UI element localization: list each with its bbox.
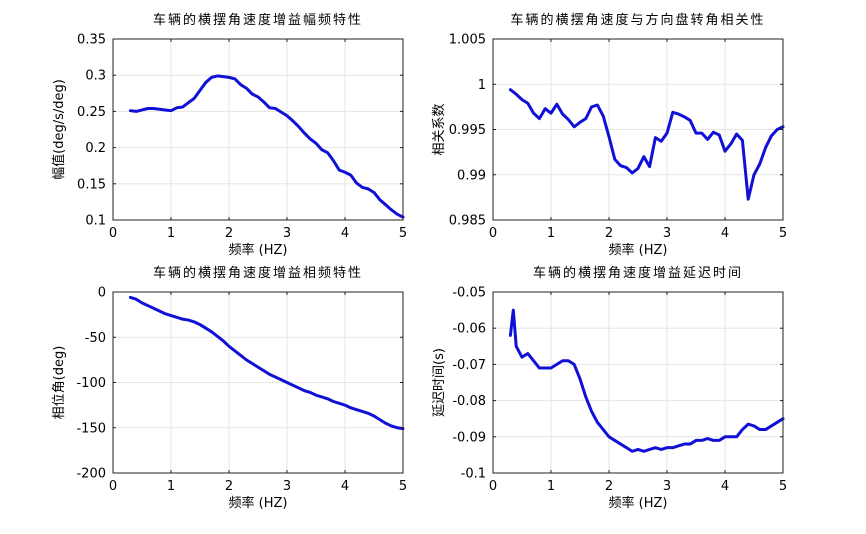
subplot-magnitude: 0 1 2 3 4 5 0.1 0.15 0.2 0.25 0.3 0.35 车辆的横摆角速度增益幅频特…: [51, 12, 407, 258]
delay-axes-frame: [492, 291, 784, 474]
magnitude-xtick-label-3: 3: [283, 226, 291, 241]
delay-xtick-label-4: 4: [721, 479, 729, 494]
delay-ylabel: 延迟时间(s): [432, 348, 447, 417]
phase-ytick-label-2: -100: [76, 376, 106, 391]
delay-ytick-label-5: -0.05: [452, 286, 486, 301]
delay-title: 车辆的横摆角速度增益延迟时间: [533, 265, 743, 281]
correlation-ylabel: 相关系数: [432, 103, 447, 155]
correlation-xtick-label-2: 2: [605, 226, 613, 241]
magnitude-ytick-label-4: 0.3: [85, 69, 106, 84]
magnitude-axes-frame: [112, 38, 404, 221]
magnitude-xtick-label-4: 4: [341, 226, 349, 241]
phase-xtick-label-4: 4: [341, 479, 349, 494]
phase-xtick-label-0: 0: [109, 479, 117, 494]
magnitude-xtick-label-2: 2: [225, 226, 233, 241]
phase-xtick-label-3: 3: [283, 479, 291, 494]
magnitude-ytick-label-5: 0.35: [77, 33, 106, 48]
delay-xtick-label-2: 2: [605, 479, 613, 494]
delay-xtick-label-0: 0: [489, 479, 497, 494]
magnitude-series-line-0: [128, 74, 405, 219]
correlation-xtick-label-3: 3: [663, 226, 671, 241]
subplot-delay: 0 1 2 3 4 5 -0.1 -0.09 -0.08 -0.07 -0.06 -0.05 车辆的横摆…: [432, 265, 787, 511]
correlation-xtick-label-0: 0: [489, 226, 497, 241]
delay-plot-area: [493, 292, 783, 473]
phase-xtick-label-2: 2: [225, 479, 233, 494]
phase-ytick-label-3: -50: [85, 331, 106, 346]
phase-xtick-label-1: 1: [167, 479, 175, 494]
phase-series-line-0: [128, 295, 405, 431]
correlation-xtick-label-4: 4: [721, 226, 729, 241]
correlation-ytick-label-2: 0.995: [449, 123, 486, 138]
delay-ytick-label-4: -0.06: [452, 322, 486, 337]
phase-xlabel: 频率 (HZ): [229, 495, 288, 511]
magnitude-ytick-label-3: 0.25: [77, 105, 106, 120]
phase-ylabel: 相位角(deg): [52, 346, 67, 420]
correlation-ytick-label-4: 1.005: [449, 33, 486, 48]
correlation-ytick-label-0: 0.985: [449, 214, 486, 229]
magnitude-title: 车辆的横摆角速度增益幅频特性: [153, 12, 363, 28]
delay-ytick-label-0: -0.1: [461, 467, 486, 482]
magnitude-xtick-label-0: 0: [109, 226, 117, 241]
correlation-ytick-label-1: 0.99: [457, 168, 486, 183]
correlation-xtick-label-5: 5: [779, 226, 787, 241]
magnitude-ylabel: 幅值(deg/s/deg): [51, 79, 67, 180]
phase-ytick-label-1: -150: [76, 421, 106, 436]
delay-xtick-label-1: 1: [547, 479, 555, 494]
delay-ytick-label-2: -0.08: [452, 394, 486, 409]
magnitude-xtick-label-5: 5: [399, 226, 407, 241]
delay-xtick-label-3: 3: [663, 479, 671, 494]
correlation-xtick-label-1: 1: [547, 226, 555, 241]
subplot-correlation: 0 1 2 3 4 5 0.985 0.99 0.995 1 1.005 车辆的横摆角速度与方向盘转角…: [432, 12, 787, 258]
magnitude-ytick-label-0: 0.1: [85, 214, 106, 229]
magnitude-xtick-label-1: 1: [167, 226, 175, 241]
delay-series-line-0: [508, 308, 785, 453]
delay-xlabel: 频率 (HZ): [609, 495, 668, 511]
correlation-ytick-label-3: 1: [478, 78, 486, 93]
correlation-series-line-0: [508, 88, 785, 201]
correlation-title: 车辆的横摆角速度与方向盘转角相关性: [510, 12, 765, 28]
delay-ytick-label-1: -0.09: [452, 430, 486, 445]
magnitude-ytick-label-2: 0.2: [85, 141, 106, 156]
magnitude-xlabel: 频率 (HZ): [229, 242, 288, 258]
phase-xtick-label-5: 5: [399, 479, 407, 494]
magnitude-plot-area: [113, 39, 403, 220]
magnitude-ytick-label-1: 0.15: [77, 177, 106, 192]
phase-ytick-label-0: -200: [76, 467, 106, 482]
phase-title: 车辆的横摆角速度增益相频特性: [153, 265, 363, 281]
phase-ytick-label-4: 0: [98, 286, 106, 301]
correlation-xlabel: 频率 (HZ): [609, 242, 668, 258]
delay-ytick-label-3: -0.07: [452, 358, 486, 373]
delay-xtick-label-5: 5: [779, 479, 787, 494]
